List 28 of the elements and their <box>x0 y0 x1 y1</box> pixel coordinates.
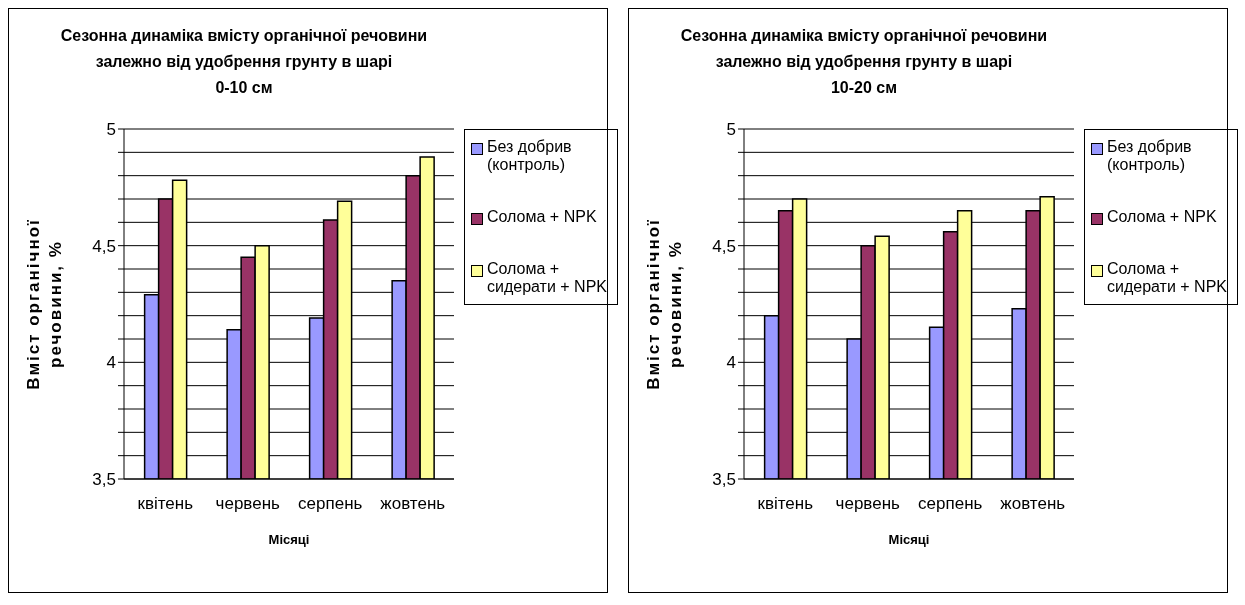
x-tick-label: серпень <box>298 494 363 514</box>
x-axis-title: Місяці <box>268 532 310 547</box>
legend-label: Солома + NPK <box>487 208 597 226</box>
x-tick-label: червень <box>215 494 281 514</box>
y-tick-label: 3,5 <box>712 470 736 490</box>
legend-label: Без добрив (контроль) <box>487 138 573 174</box>
y-tick-label: 3,5 <box>92 470 116 490</box>
y-tick-label: 4,5 <box>92 236 116 256</box>
y-tick-label: 4 <box>726 353 736 373</box>
legend-label: Без добрив (контроль) <box>1107 138 1193 174</box>
x-tick-label: серпень <box>918 494 983 514</box>
y-tick-label: 4,5 <box>712 236 736 256</box>
chart-title: Сезонна динаміка вмісту органічної речовини залежно від удобрення грунту в шарі 0-10 см <box>59 26 429 98</box>
legend-label: Солома + NPK <box>1107 208 1217 226</box>
y-tick-label: 5 <box>106 120 116 140</box>
legend-label: Солома + сидерати + NPK <box>487 260 608 296</box>
x-tick-label: квітень <box>137 494 194 514</box>
chart-title: Сезонна динаміка вмісту органічної речовини залежно від удобрення грунту в шарі 10-20 см <box>679 26 1049 98</box>
x-tick-label: червень <box>835 494 901 514</box>
y-tick-label: 5 <box>726 120 736 140</box>
x-tick-label: квітень <box>757 494 814 514</box>
legend-label: Солома + сидерати + NPK <box>1107 260 1228 296</box>
x-tick-label: жовтень <box>380 494 446 514</box>
y-tick-label: 4 <box>106 353 116 373</box>
y-axis-title: Вміст органічної речовини, % <box>644 218 685 390</box>
y-axis-title: Вміст органічної речовини, % <box>24 218 65 390</box>
x-axis-title: Місяці <box>888 532 930 547</box>
x-tick-label: жовтень <box>1000 494 1066 514</box>
